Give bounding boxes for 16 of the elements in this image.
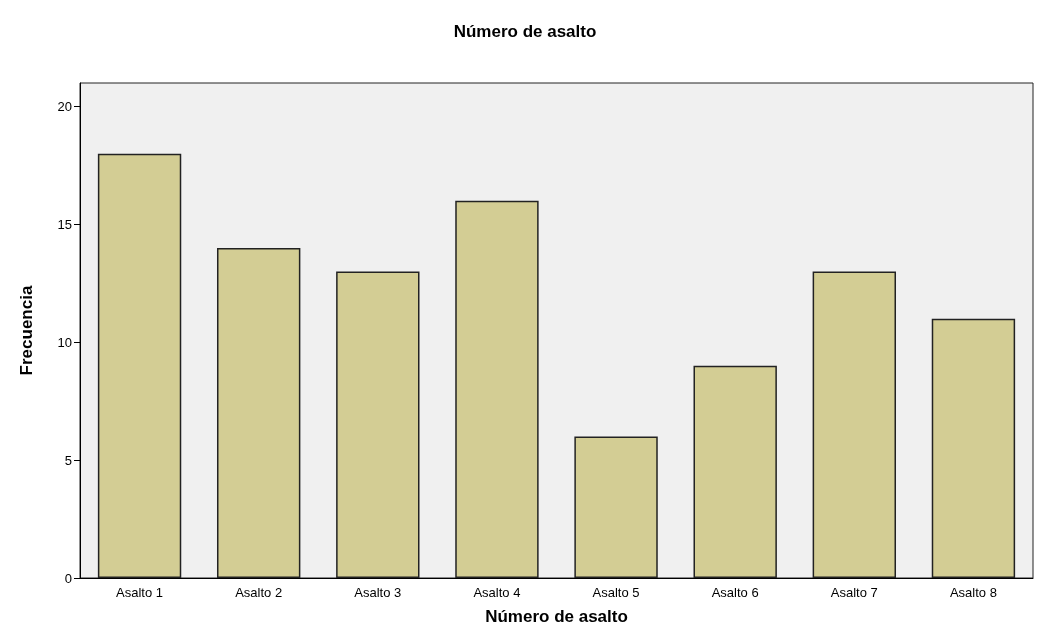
x-axis-title: Número de asalto [485, 607, 628, 626]
y-tick-label: 5 [64, 452, 72, 468]
chart-title: Número de asalto [453, 22, 597, 41]
x-tick-label: Asalto 6 [711, 585, 759, 600]
x-tick-label: Asalto 8 [949, 585, 997, 600]
x-tick-label: Asalto 5 [592, 585, 640, 600]
x-tick-label: Asalto 7 [830, 585, 878, 600]
y-tick-label: 0 [64, 570, 72, 586]
x-tick-label: Asalto 4 [473, 585, 521, 600]
y-axis-title: Frecuencia [17, 285, 36, 376]
y-tick-label: 10 [57, 334, 72, 350]
x-tick-label: Asalto 1 [116, 585, 164, 600]
y-tick-label: 15 [57, 216, 72, 232]
y-tick-label: 20 [57, 99, 72, 115]
x-tick-label: Asalto 3 [354, 585, 402, 600]
x-tick-label: Asalto 2 [235, 585, 283, 600]
